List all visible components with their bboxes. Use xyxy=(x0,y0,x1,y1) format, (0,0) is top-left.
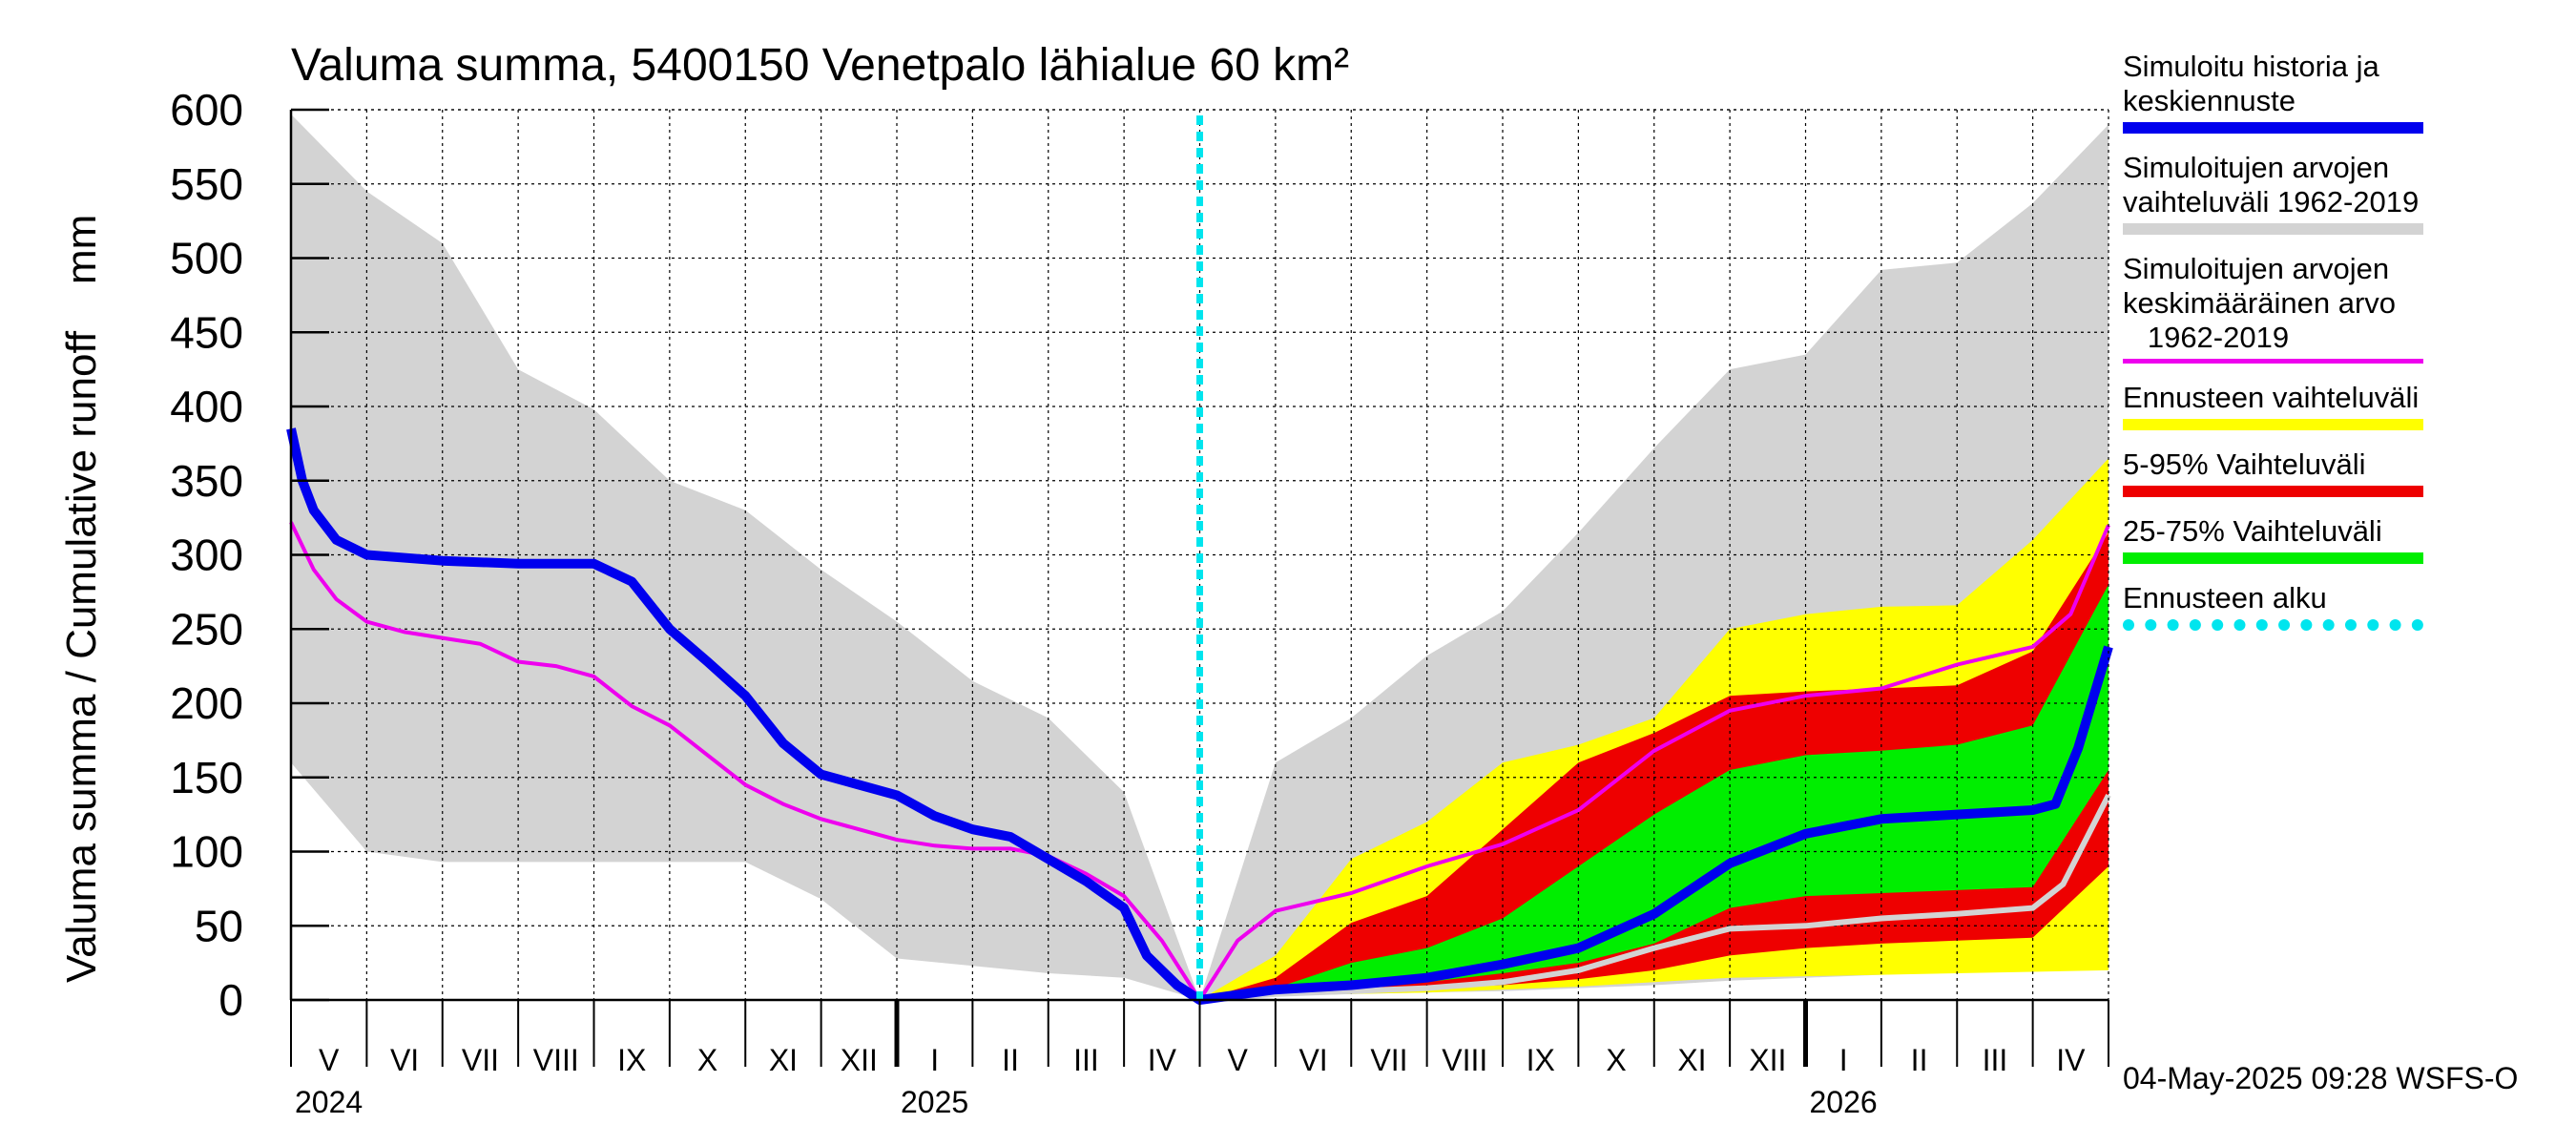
month-label: IX xyxy=(1527,1043,1555,1077)
legend-item: Simuloitu historia ja keskiennuste xyxy=(2123,50,2566,134)
month-label: XII xyxy=(1749,1043,1786,1077)
year-label: 2024 xyxy=(295,1085,363,1119)
chart-title: Valuma summa, 5400150 Venetpalo lähialue… xyxy=(291,40,1349,91)
month-label: I xyxy=(1839,1043,1848,1077)
legend-item: Simuloitujen arvojen keskimääräinen arvo… xyxy=(2123,252,2566,364)
y-tick-label: 450 xyxy=(170,307,243,357)
legend-item: Ennusteen vaihteluväli xyxy=(2123,381,2566,430)
legend-swatch xyxy=(2123,223,2423,235)
month-label: IV xyxy=(1148,1043,1177,1077)
month-label: IV xyxy=(2056,1043,2086,1077)
month-label: XI xyxy=(769,1043,798,1077)
legend-label: 5-95% Vaihteluväli xyxy=(2123,448,2366,481)
simulated-history-line xyxy=(286,427,2113,1005)
legend-swatch xyxy=(2123,552,2423,564)
legend-label: Simuloitujen arvojen vaihteluväli 1962-2… xyxy=(2123,151,2420,219)
month-label: VIII xyxy=(533,1043,579,1077)
legend-item: 5-95% Vaihteluväli xyxy=(2123,448,2566,497)
legend-label: Ennusteen vaihteluväli xyxy=(2123,381,2420,414)
legend-label: 25-75% Vaihteluväli xyxy=(2123,514,2382,548)
y-tick-label: 400 xyxy=(170,382,243,431)
legend-label: Ennusteen alku xyxy=(2123,581,2327,614)
month-label: XI xyxy=(1677,1043,1706,1077)
y-tick-label: 550 xyxy=(170,159,243,209)
y-tick-label: 150 xyxy=(170,753,243,802)
y-tick-label: 50 xyxy=(195,901,243,950)
y-tick-label: 600 xyxy=(170,85,243,135)
month-label: X xyxy=(697,1043,717,1077)
y-tick-label: 500 xyxy=(170,234,243,283)
legend-swatch xyxy=(2123,122,2423,134)
legend-swatch xyxy=(2123,359,2423,364)
month-label: III xyxy=(1073,1043,1099,1077)
y-tick-label: 100 xyxy=(170,827,243,877)
month-label: V xyxy=(1228,1043,1249,1077)
mean-line xyxy=(289,521,2110,1004)
legend-item: Ennusteen alku xyxy=(2123,581,2566,631)
legend-label: Simuloitu historia ja keskiennuste xyxy=(2123,50,2379,117)
timestamp-footer: 04-May-2025 09:28 WSFS-O xyxy=(2123,1061,2519,1095)
month-label: I xyxy=(930,1043,939,1077)
month-label: X xyxy=(1606,1043,1626,1077)
month-label: VI xyxy=(390,1043,419,1077)
y-tick-label: 200 xyxy=(170,678,243,728)
month-label: VII xyxy=(1370,1043,1407,1077)
year-label: 2026 xyxy=(1810,1085,1878,1119)
month-label: II xyxy=(1002,1043,1019,1077)
month-label: VII xyxy=(462,1043,499,1077)
month-label: II xyxy=(1911,1043,1928,1077)
y-axis-label: Valuma summa / Cumulative runoff mm xyxy=(58,215,105,983)
month-label: VIII xyxy=(1442,1043,1487,1077)
legend-swatch xyxy=(2123,419,2423,430)
legend-swatch xyxy=(2123,619,2423,631)
legend-label: Simuloitujen arvojen keskimääräinen arvo… xyxy=(2123,252,2397,354)
month-label: III xyxy=(1983,1043,2008,1077)
legend-item: Simuloitujen arvojen vaihteluväli 1962-2… xyxy=(2123,151,2566,235)
chart-lines xyxy=(286,115,2113,1005)
legend-item: 25-75% Vaihteluväli xyxy=(2123,514,2566,564)
chart-legend: Simuloitu historia ja keskiennuste Simulo… xyxy=(2123,50,2566,648)
y-tick-label: 0 xyxy=(218,975,243,1025)
month-label: V xyxy=(319,1043,340,1077)
month-label: IX xyxy=(617,1043,646,1077)
legend-swatch xyxy=(2123,486,2423,497)
month-label: XII xyxy=(841,1043,878,1077)
month-label: VI xyxy=(1298,1043,1327,1077)
year-label: 2025 xyxy=(901,1085,968,1119)
y-tick-label: 350 xyxy=(170,456,243,506)
y-tick-label: 300 xyxy=(170,531,243,580)
median-forecast-line xyxy=(1199,794,2111,1003)
y-tick-label: 250 xyxy=(170,604,243,654)
